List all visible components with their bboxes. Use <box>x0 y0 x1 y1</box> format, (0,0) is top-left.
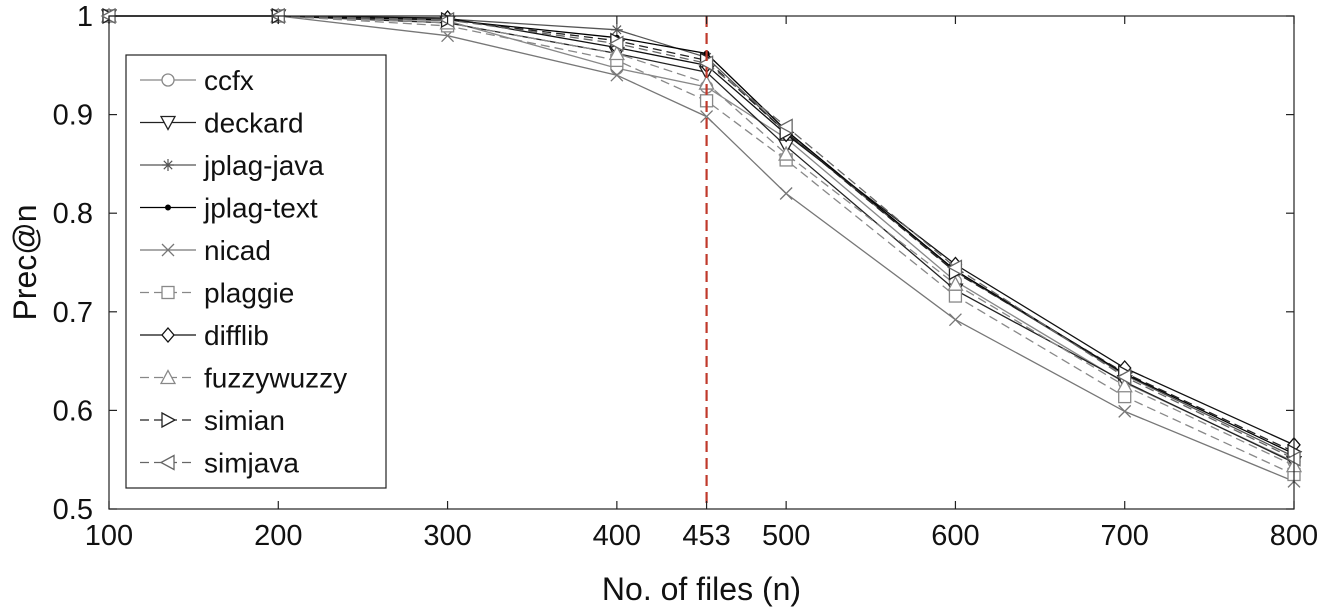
data-point-simjava-600 <box>947 259 963 276</box>
legend-label-nicad: nicad <box>204 235 271 266</box>
y-tick-label: 0.5 <box>53 494 93 526</box>
legend-marker-simjava <box>159 454 175 471</box>
data-point-fuzzywuzzy-500 <box>778 145 795 161</box>
legend-marker-fuzzywuzzy <box>159 369 177 385</box>
data-point-simjava-700 <box>1116 368 1132 385</box>
legend: ccfx deckard jplag-java jplag-text nicad plag… <box>125 54 387 489</box>
legend-marker-ccfx <box>161 73 175 87</box>
legend-marker-simian <box>161 411 177 429</box>
legend-marker-nicad <box>161 243 175 257</box>
legend-item-difflib: difflib <box>140 320 269 351</box>
y-axis-title: Prec@n <box>7 204 43 320</box>
legend-item-ccfx: ccfx <box>140 65 254 96</box>
legend-label-simian: simian <box>204 405 285 436</box>
legend-label-jplag-java: jplag-java <box>203 150 324 181</box>
legend-item-jplag-java: jplag-java <box>140 150 324 181</box>
legend-marker-plaggie <box>161 285 175 300</box>
x-tick-label: 500 <box>762 520 810 552</box>
data-point-nicad-600 <box>948 313 962 327</box>
x-tick-label: 400 <box>593 520 641 552</box>
data-point-plaggie-600 <box>948 289 963 303</box>
data-point-fuzzywuzzy-400 <box>608 45 625 61</box>
legend-label-simjava: simjava <box>204 448 299 479</box>
plot-area-frame <box>108 15 1295 510</box>
legend-item-fuzzywuzzy: fuzzywuzzy <box>140 363 347 394</box>
data-point-nicad-500 <box>779 187 793 200</box>
y-tick-label: 0.7 <box>53 297 93 329</box>
data-point-nicad-700 <box>1118 404 1132 418</box>
data-point-fuzzywuzzy-600 <box>947 275 964 291</box>
y-tick-label: 0.8 <box>53 198 93 230</box>
legend-label-deckard: deckard <box>204 108 304 139</box>
data-point-simjava-500 <box>777 118 793 135</box>
series-line-simjava <box>109 15 1295 460</box>
data-point-nicad-453 <box>700 110 714 124</box>
legend-item-deckard: deckard <box>140 108 304 139</box>
x-tick-label: 453 <box>682 520 730 552</box>
x-tick-label: 600 <box>931 520 979 552</box>
legend-item-simian: simian <box>140 405 285 436</box>
legend-item-nicad: nicad <box>140 235 271 266</box>
legend-label-ccfx: ccfx <box>204 65 254 96</box>
legend-marker-difflib <box>161 327 175 343</box>
legend-label-difflib: difflib <box>204 320 269 351</box>
axes: 100 200 300 400 453 500 600 700 800 0.5 0.6 0.7 0.8 0… <box>53 1 1319 552</box>
y-tick-label: 1 <box>77 1 93 33</box>
legend-item-simjava: simjava <box>140 448 299 479</box>
x-tick-label: 200 <box>254 520 302 552</box>
x-tick-label: 100 <box>85 520 133 552</box>
legend-marker-deckard <box>159 115 177 131</box>
legend-item-jplag-text: jplag-text <box>140 193 318 224</box>
y-tick-label: 0.9 <box>53 100 93 132</box>
legend-item-plaggie: plaggie <box>140 278 294 309</box>
x-tick-label: 300 <box>423 520 471 552</box>
data-point-nicad-400 <box>610 68 624 82</box>
legend-marker-jplag-text <box>165 204 171 211</box>
legend-label-plaggie: plaggie <box>204 278 294 309</box>
x-tick-label: 800 <box>1270 520 1318 552</box>
data-point-fuzzywuzzy-700 <box>1116 377 1133 393</box>
data-point-simjava-400 <box>608 35 624 52</box>
legend-label-jplag-text: jplag-text <box>203 193 318 224</box>
legend-marker-jplag-java <box>162 159 174 171</box>
x-tick-label: 700 <box>1101 520 1149 552</box>
data-point-jplag-java-400 <box>610 23 623 36</box>
x-axis-title: No. of files (n) <box>602 571 801 607</box>
y-tick-label: 0.6 <box>53 395 93 427</box>
legend-label-fuzzywuzzy: fuzzywuzzy <box>204 363 347 394</box>
